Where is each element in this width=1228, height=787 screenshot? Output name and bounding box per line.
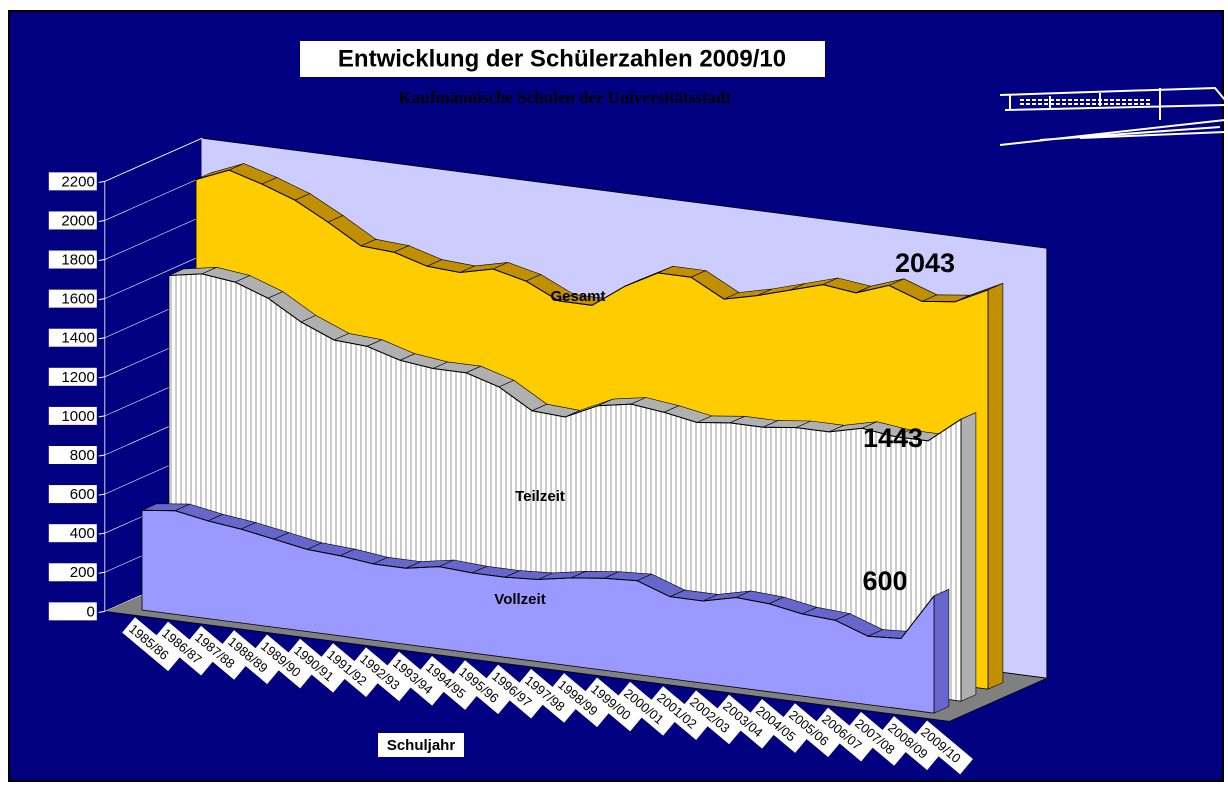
y-tick-label: 1400 [61, 330, 94, 347]
series-label: Vollzeit [494, 591, 545, 608]
y-tick-label: 2200 [61, 173, 94, 190]
y-tick-label: 200 [70, 564, 95, 581]
y-tick-label: 1200 [61, 369, 94, 386]
y-tick-label: 1800 [61, 252, 94, 269]
series-label: Gesamt [550, 288, 605, 305]
y-tick-label: 1000 [61, 408, 94, 425]
chart-title: Entwicklung der Schülerzahlen 2009/10 [338, 45, 786, 72]
last-value-label: 2043 [895, 248, 955, 278]
y-tick-label: 2000 [61, 212, 94, 229]
y-tick-label: 600 [70, 486, 95, 503]
last-value-label: 600 [862, 566, 907, 596]
x-axis-label: Schuljahr [387, 737, 456, 754]
series-label: Teilzeit [515, 488, 565, 505]
chart: Entwicklung der Schülerzahlen 2009/10 Ka… [0, 0, 1228, 787]
page: {"chart_data": {"type": "area3d", "title… [0, 0, 1228, 787]
area-side-face [988, 283, 1003, 689]
y-tick-label: 800 [70, 447, 95, 464]
last-value-label: 1443 [863, 423, 923, 453]
chart-subtitle: Kaufmännische Schulen der Universitätsst… [399, 88, 732, 107]
area-side-face [934, 589, 949, 713]
y-tick-label: 400 [70, 525, 95, 542]
area-side-face [961, 413, 976, 702]
y-tick-label: 1600 [61, 291, 94, 308]
y-tick-label: 0 [86, 603, 94, 620]
